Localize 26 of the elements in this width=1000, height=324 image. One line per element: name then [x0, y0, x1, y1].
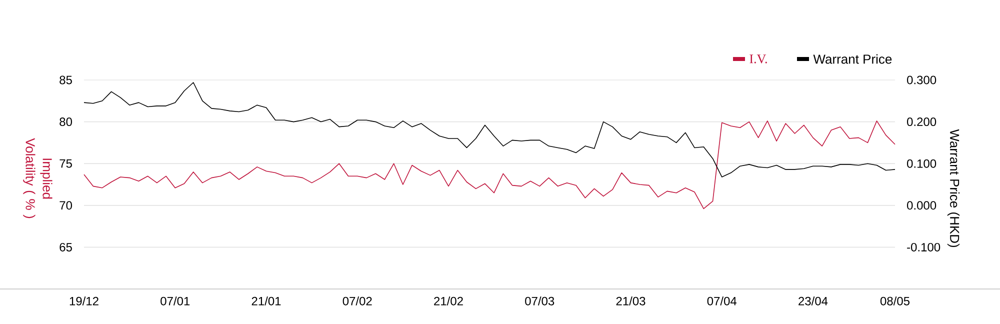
y-tick-label: 65	[60, 242, 72, 252]
line-series	[84, 82, 896, 178]
x-tick-label: 19/12	[70, 296, 98, 306]
x-tick-label: 07/02	[342, 296, 372, 306]
legend-label: I.V.	[750, 54, 767, 64]
x-tick-label: 21/02	[434, 296, 463, 306]
x-tick-label: 23/04	[798, 296, 828, 306]
y2-tick-label: -0.100	[907, 242, 940, 252]
y2-tick-label: 0.300	[907, 76, 936, 84]
x-tick-label: 07/03	[525, 296, 554, 306]
y-axis-title: Implied Volatility ( % )	[23, 138, 52, 218]
x-tick-label: 07/04	[707, 296, 737, 306]
line-series	[84, 120, 896, 210]
y2-tick-label: 0.000	[907, 201, 936, 210]
y2-tick-label: 0.200	[907, 118, 936, 126]
legend-label: Warrant Price	[813, 54, 892, 64]
y2-tick-label: 0.100	[907, 159, 936, 168]
x-tick-label: 08/05	[880, 296, 910, 306]
x-tick-label: 21/03	[616, 296, 646, 306]
y-tick-label: 70	[60, 201, 72, 210]
y-tick-label: 80	[60, 118, 72, 126]
y-tick-label: 85	[60, 76, 72, 84]
x-tick-label: 21/01	[252, 296, 281, 306]
y2-axis-title: Warrant Price (HKD)	[947, 129, 960, 248]
y-tick-label: 75	[60, 159, 72, 168]
x-tick-label: 07/01	[160, 296, 190, 306]
